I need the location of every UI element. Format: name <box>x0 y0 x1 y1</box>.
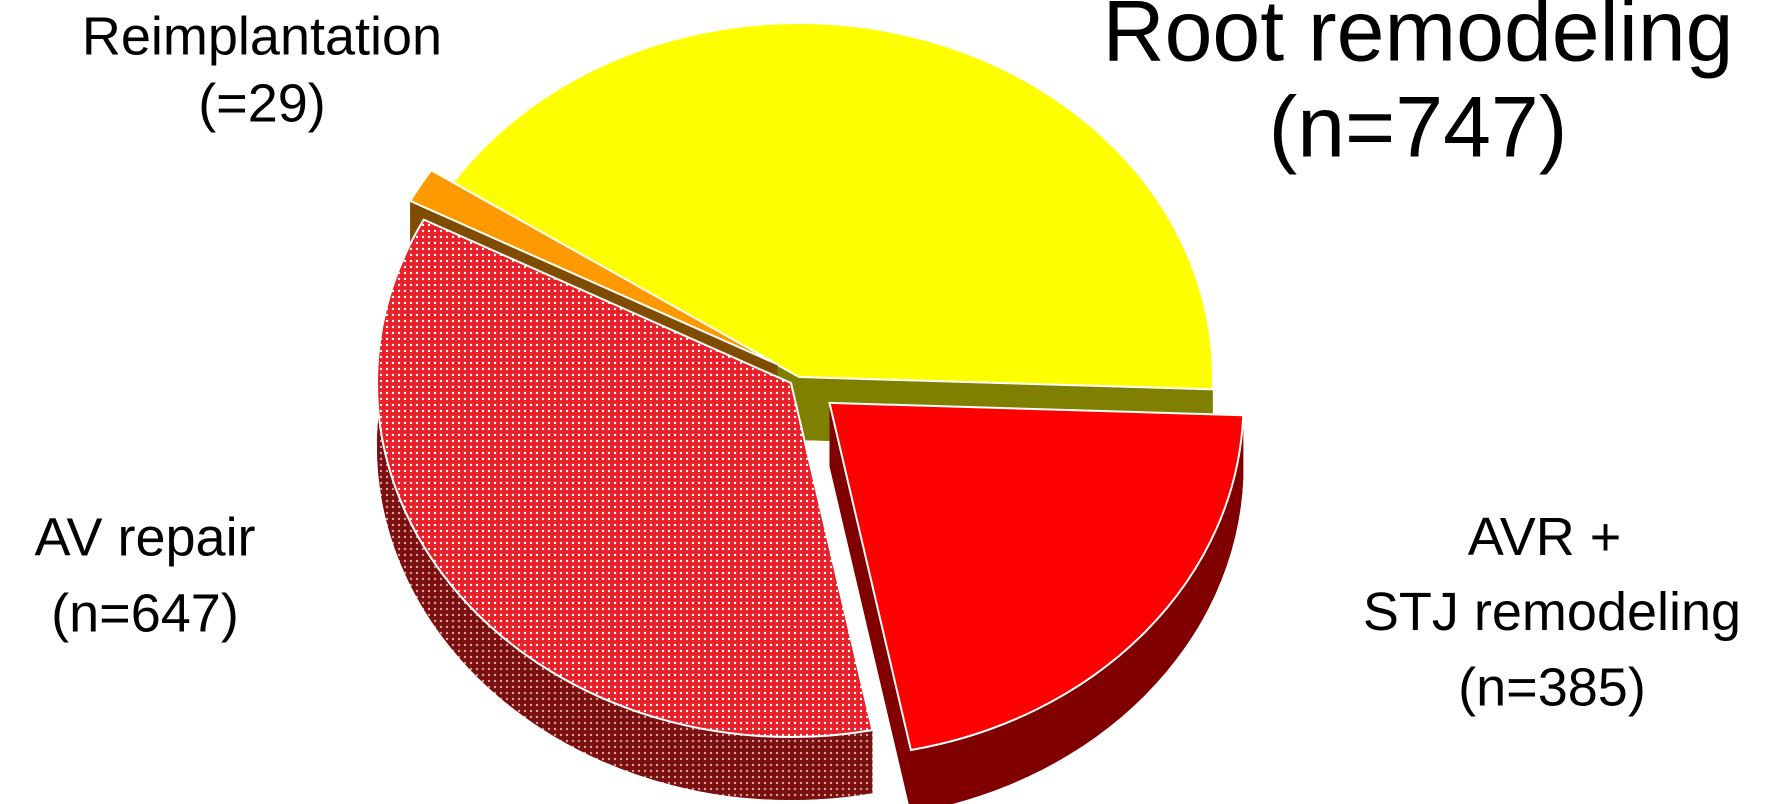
pie <box>376 22 1245 804</box>
slice-label: AV repair <box>34 507 255 567</box>
labels: Reimplantation (=29) Root remodeling(n=747… <box>34 0 1741 717</box>
slice <box>828 401 1245 752</box>
slice-value-label: (n=647) <box>51 583 239 643</box>
slice <box>376 218 874 739</box>
label-line: STJ remodeling <box>1363 582 1741 642</box>
slice-label: AVR + STJ remodeling <box>1363 507 1741 642</box>
slice-label: Root remodeling <box>1102 0 1733 80</box>
slice <box>451 22 1214 391</box>
slice-value-label: (=29) <box>198 73 326 133</box>
slice-wall <box>829 402 911 804</box>
slice-side <box>377 219 873 801</box>
slice-side <box>910 415 1244 804</box>
slice-label: Reimplantation <box>82 6 442 66</box>
slice <box>408 168 778 366</box>
label-line: AVR + <box>1468 507 1637 567</box>
slice-value-label: (n=385) <box>1458 657 1646 717</box>
slice-value-label: (n=747) <box>1269 80 1568 176</box>
